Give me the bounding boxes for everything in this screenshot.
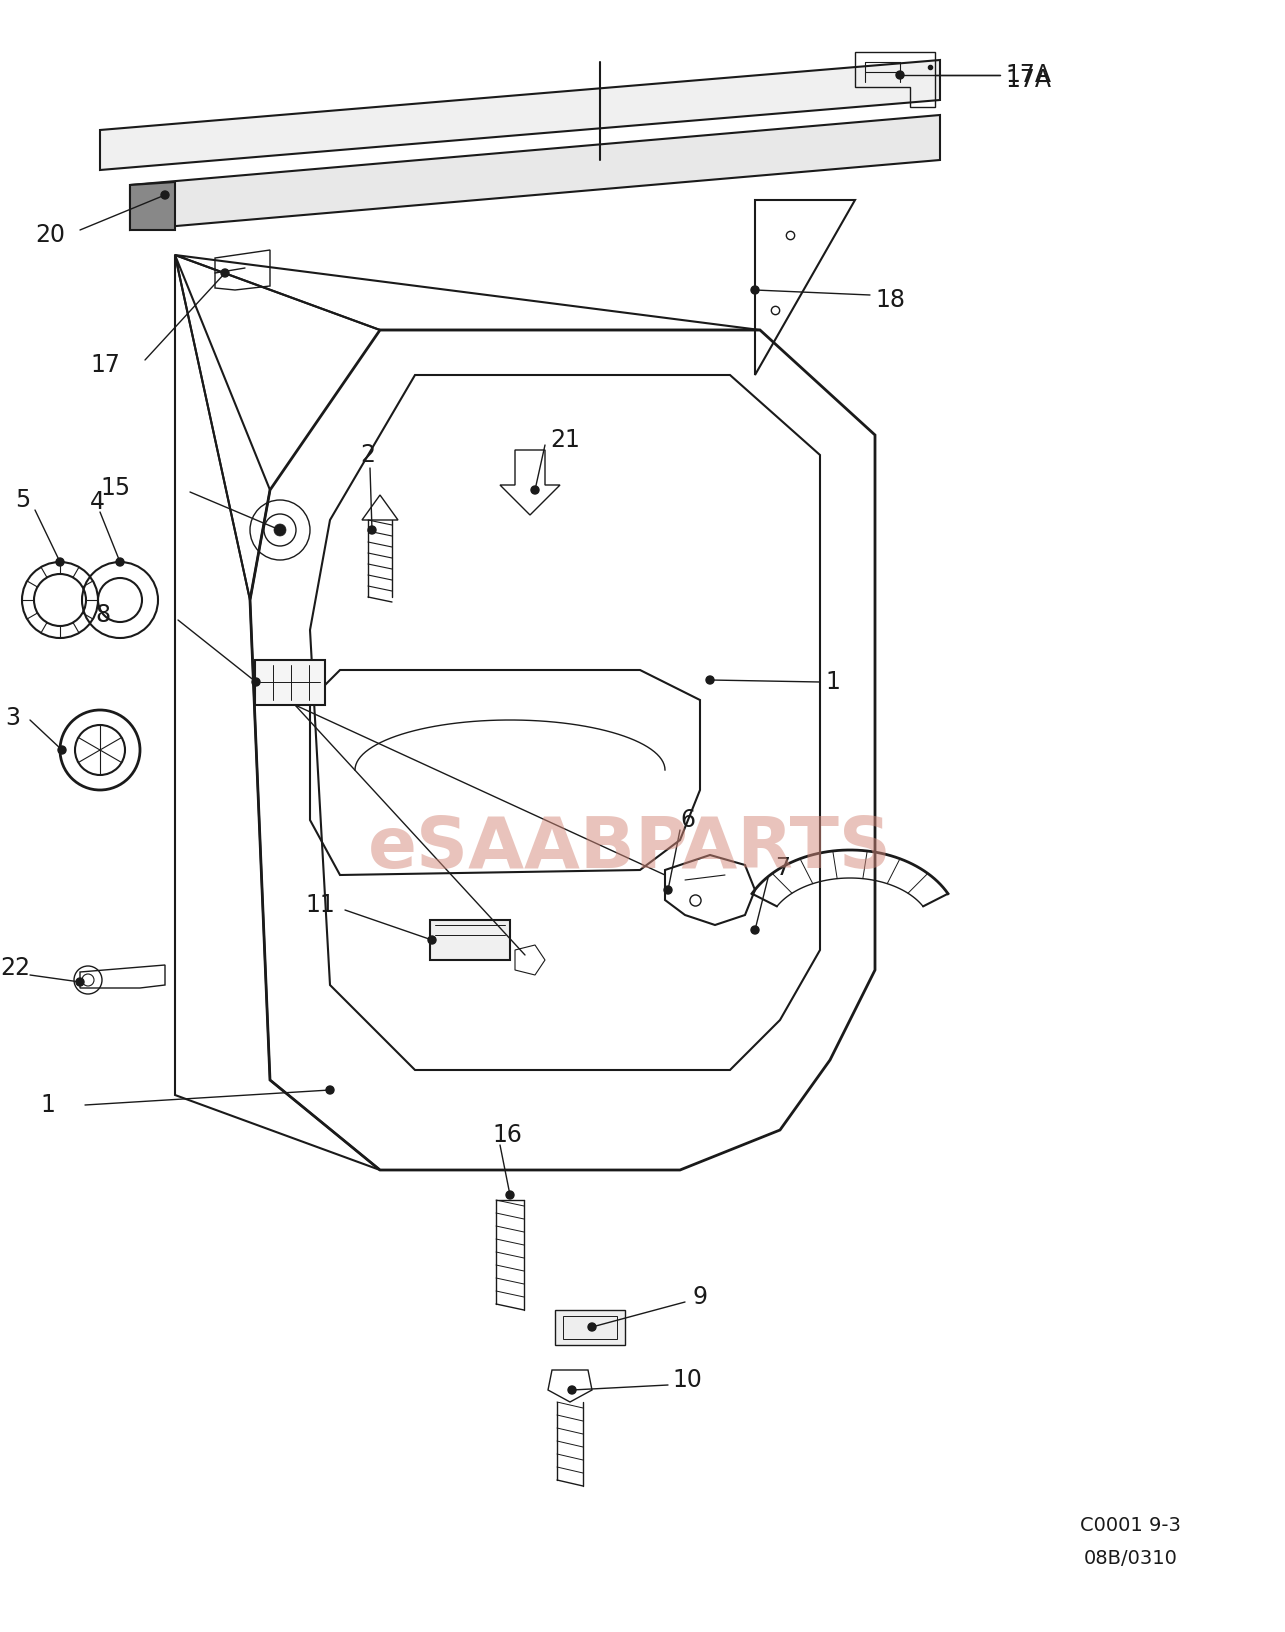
Circle shape xyxy=(252,677,260,685)
FancyBboxPatch shape xyxy=(430,920,510,960)
Text: 17: 17 xyxy=(90,353,120,377)
Circle shape xyxy=(274,524,287,535)
Text: 21: 21 xyxy=(550,428,580,452)
Text: 8: 8 xyxy=(95,602,111,627)
Polygon shape xyxy=(130,114,941,230)
Circle shape xyxy=(750,925,759,934)
Text: 08B/0310: 08B/0310 xyxy=(1083,1549,1178,1568)
Circle shape xyxy=(57,558,64,566)
Text: 9: 9 xyxy=(693,1284,707,1309)
Text: 5: 5 xyxy=(15,488,31,512)
Text: 6: 6 xyxy=(680,808,695,832)
Text: 22: 22 xyxy=(0,956,30,979)
Text: 20: 20 xyxy=(35,224,66,246)
Circle shape xyxy=(161,191,170,199)
Text: 15: 15 xyxy=(100,477,130,499)
Text: 10: 10 xyxy=(672,1368,702,1392)
Circle shape xyxy=(326,1085,334,1093)
Text: 1: 1 xyxy=(40,1093,55,1116)
Text: 16: 16 xyxy=(492,1123,522,1147)
Text: 3: 3 xyxy=(5,707,21,730)
Circle shape xyxy=(750,286,759,294)
Text: 4: 4 xyxy=(90,490,105,514)
Circle shape xyxy=(531,486,538,494)
Circle shape xyxy=(58,746,66,754)
Text: eSAABPARTS: eSAABPARTS xyxy=(368,814,892,883)
Circle shape xyxy=(705,676,714,684)
Circle shape xyxy=(221,269,229,277)
Text: 7: 7 xyxy=(775,857,790,880)
Text: 18: 18 xyxy=(875,287,905,312)
Polygon shape xyxy=(100,60,941,170)
Text: C0001 9-3: C0001 9-3 xyxy=(1081,1516,1181,1536)
Polygon shape xyxy=(130,183,175,230)
FancyBboxPatch shape xyxy=(555,1310,625,1345)
FancyBboxPatch shape xyxy=(254,659,325,705)
Text: 17A: 17A xyxy=(1005,64,1051,86)
Circle shape xyxy=(276,526,284,534)
Circle shape xyxy=(589,1324,596,1332)
Circle shape xyxy=(116,558,123,566)
Text: 17A: 17A xyxy=(1005,69,1051,91)
Circle shape xyxy=(506,1191,514,1200)
Text: 2: 2 xyxy=(360,442,375,467)
Text: 11: 11 xyxy=(305,893,335,917)
Circle shape xyxy=(664,886,672,894)
Text: 1: 1 xyxy=(825,671,840,694)
Circle shape xyxy=(428,937,436,943)
Circle shape xyxy=(568,1386,576,1394)
Circle shape xyxy=(896,72,905,78)
Circle shape xyxy=(368,526,377,534)
Circle shape xyxy=(76,978,84,986)
